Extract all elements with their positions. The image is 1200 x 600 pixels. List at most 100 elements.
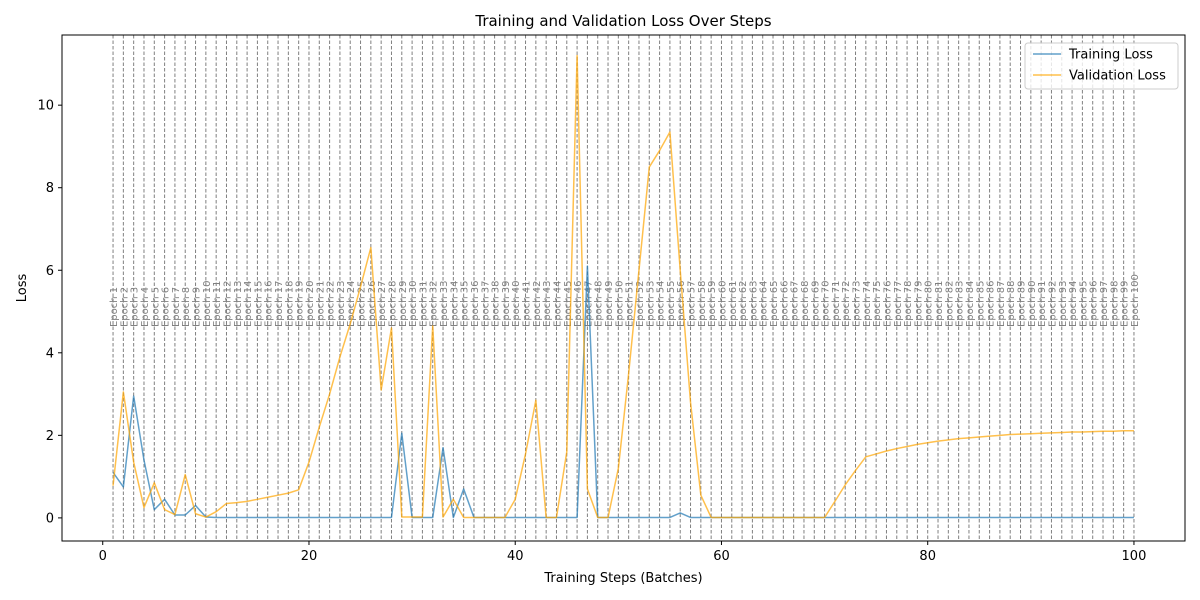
- epoch-marker-label: Epoch 37: [480, 280, 491, 327]
- epoch-marker-label: Epoch 23: [336, 280, 347, 327]
- epoch-marker-label: Epoch 36: [470, 280, 481, 327]
- x-tick-label: 100: [1122, 549, 1147, 564]
- epoch-marker-label: Epoch 34: [449, 280, 460, 327]
- epoch-marker-label: Epoch 18: [284, 280, 295, 327]
- epoch-marker-label: Epoch 61: [728, 280, 739, 327]
- epoch-marker-label: Epoch 85: [975, 280, 986, 327]
- epoch-marker-label: Epoch 77: [893, 280, 904, 327]
- epoch-marker-label: Epoch 3: [130, 287, 141, 327]
- epoch-marker-label: Epoch 40: [511, 280, 522, 327]
- epoch-marker-label: Epoch 63: [748, 280, 759, 327]
- x-tick-label: 40: [507, 549, 524, 564]
- epoch-marker-label: Epoch 75: [872, 280, 883, 327]
- y-tick-label: 10: [37, 99, 54, 114]
- epoch-marker-label: Epoch 69: [810, 280, 821, 327]
- epoch-marker-label: Epoch 9: [192, 287, 203, 327]
- epoch-marker-label: Epoch 58: [697, 280, 708, 327]
- epoch-marker-label: Epoch 100: [1130, 274, 1141, 327]
- epoch-marker-label: Epoch 8: [181, 287, 192, 327]
- epoch-marker-label: Epoch 79: [913, 280, 924, 327]
- epoch-marker-label: Epoch 60: [717, 280, 728, 327]
- epoch-marker-label: Epoch 97: [1099, 280, 1110, 327]
- y-tick-label: 4: [46, 346, 54, 361]
- epoch-marker-label: Epoch 67: [790, 280, 801, 327]
- epoch-marker-label: Epoch 62: [738, 280, 749, 327]
- epoch-marker-label: Epoch 10: [202, 280, 213, 327]
- epoch-marker-label: Epoch 20: [305, 280, 316, 327]
- y-tick-label: 6: [46, 264, 54, 279]
- epoch-marker-label: Epoch 66: [779, 280, 790, 327]
- epoch-marker-label: Epoch 68: [800, 280, 811, 327]
- epoch-marker-label: Epoch 82: [944, 280, 955, 327]
- epoch-marker-label: Epoch 56: [676, 280, 687, 327]
- epoch-marker-label: Epoch 91: [1037, 280, 1048, 327]
- epoch-marker-label: Epoch 89: [1017, 280, 1028, 327]
- series-line-training-loss: [112, 265, 1134, 519]
- epoch-marker-label: Epoch 31: [418, 280, 429, 327]
- epoch-marker-label: Epoch 35: [460, 280, 471, 327]
- epoch-marker-label: Epoch 46: [573, 280, 584, 327]
- epoch-marker-label: Epoch 13: [233, 280, 244, 327]
- epoch-marker-label: Epoch 1: [109, 287, 120, 327]
- epoch-marker-label: Epoch 87: [996, 280, 1007, 327]
- epoch-marker-label: Epoch 70: [821, 280, 832, 327]
- epoch-marker-label: Epoch 27: [377, 280, 388, 327]
- epoch-marker-label: Epoch 73: [852, 280, 863, 327]
- plot-frame: [61, 34, 1186, 542]
- legend-entry-label: Training Loss: [1068, 48, 1153, 63]
- epoch-marker-label: Epoch 6: [161, 287, 172, 327]
- x-tick-label: 0: [99, 549, 107, 564]
- epoch-marker-label: Epoch 28: [387, 280, 398, 327]
- epoch-marker-label: Epoch 71: [831, 280, 842, 327]
- series-line-validation-loss: [112, 54, 1134, 519]
- epoch-marker-label: Epoch 64: [759, 280, 770, 327]
- epoch-marker-label: Epoch 95: [1078, 280, 1089, 327]
- chart-title: Training and Validation Loss Over Steps: [474, 12, 771, 30]
- epoch-marker-label: Epoch 11: [212, 280, 223, 327]
- epoch-marker-label: Epoch 93: [1058, 280, 1069, 327]
- epoch-marker-label: Epoch 94: [1068, 280, 1079, 327]
- epoch-marker-label: Epoch 88: [1006, 280, 1017, 327]
- epoch-marker-label: Epoch 12: [222, 280, 233, 327]
- epoch-marker-label: Epoch 59: [707, 280, 718, 327]
- epoch-marker-label: Epoch 72: [841, 280, 852, 327]
- epoch-marker-label: Epoch 24: [346, 280, 357, 327]
- epoch-marker-label: Epoch 7: [171, 287, 182, 327]
- epoch-marker-label: Epoch 78: [903, 280, 914, 327]
- series-lines: [112, 54, 1134, 519]
- x-tick-label: 20: [301, 549, 318, 564]
- epoch-marker-label: Epoch 50: [614, 280, 625, 327]
- epoch-marker-label: Epoch 19: [295, 280, 306, 327]
- epoch-marker-label: Epoch 48: [594, 280, 605, 327]
- epoch-marker-label: Epoch 29: [398, 280, 409, 327]
- epoch-markers: Epoch 1 Epoch 2 Epoch 3 Epoch 4 Epoch 5 Epoch…: [109, 35, 1141, 541]
- epoch-marker-label: Epoch 92: [1047, 280, 1058, 327]
- epoch-marker-label: Epoch 55: [666, 280, 677, 327]
- epoch-marker-label: Epoch 54: [656, 280, 667, 327]
- legend-entry-label: Validation Loss: [1069, 69, 1166, 84]
- x-axis: 0 20 40 60 80 100: [99, 541, 1147, 564]
- x-axis-label: Training Steps (Batches): [543, 571, 702, 586]
- legend: Training Loss Validation Loss: [1024, 42, 1179, 90]
- epoch-marker-label: Epoch 4: [140, 287, 151, 327]
- epoch-marker-label: Epoch 38: [491, 280, 502, 327]
- epoch-marker-label: Epoch 99: [1120, 280, 1131, 327]
- epoch-marker-label: Epoch 90: [1027, 280, 1038, 327]
- epoch-marker-label: Epoch 15: [253, 280, 264, 327]
- epoch-marker-label: Epoch 14: [243, 280, 254, 327]
- epoch-marker-label: Epoch 2: [119, 287, 130, 327]
- epoch-marker-label: Epoch 33: [439, 280, 450, 327]
- epoch-marker-label: Epoch 16: [264, 280, 275, 327]
- y-axis-label: Loss: [15, 274, 30, 303]
- epoch-marker-label: Epoch 80: [924, 280, 935, 327]
- epoch-marker-label: Epoch 26: [367, 280, 378, 327]
- epoch-marker-label: Epoch 83: [955, 280, 966, 327]
- epoch-marker-label: Epoch 32: [429, 280, 440, 327]
- epoch-marker-label: Epoch 74: [862, 280, 873, 327]
- epoch-marker-label: Epoch 51: [625, 280, 636, 327]
- epoch-marker-label: Epoch 84: [965, 280, 976, 327]
- epoch-marker-label: Epoch 5: [150, 287, 161, 327]
- epoch-marker-label: Epoch 17: [274, 280, 285, 327]
- epoch-marker-label: Epoch 52: [635, 280, 646, 327]
- epoch-marker-label: Epoch 43: [542, 280, 553, 327]
